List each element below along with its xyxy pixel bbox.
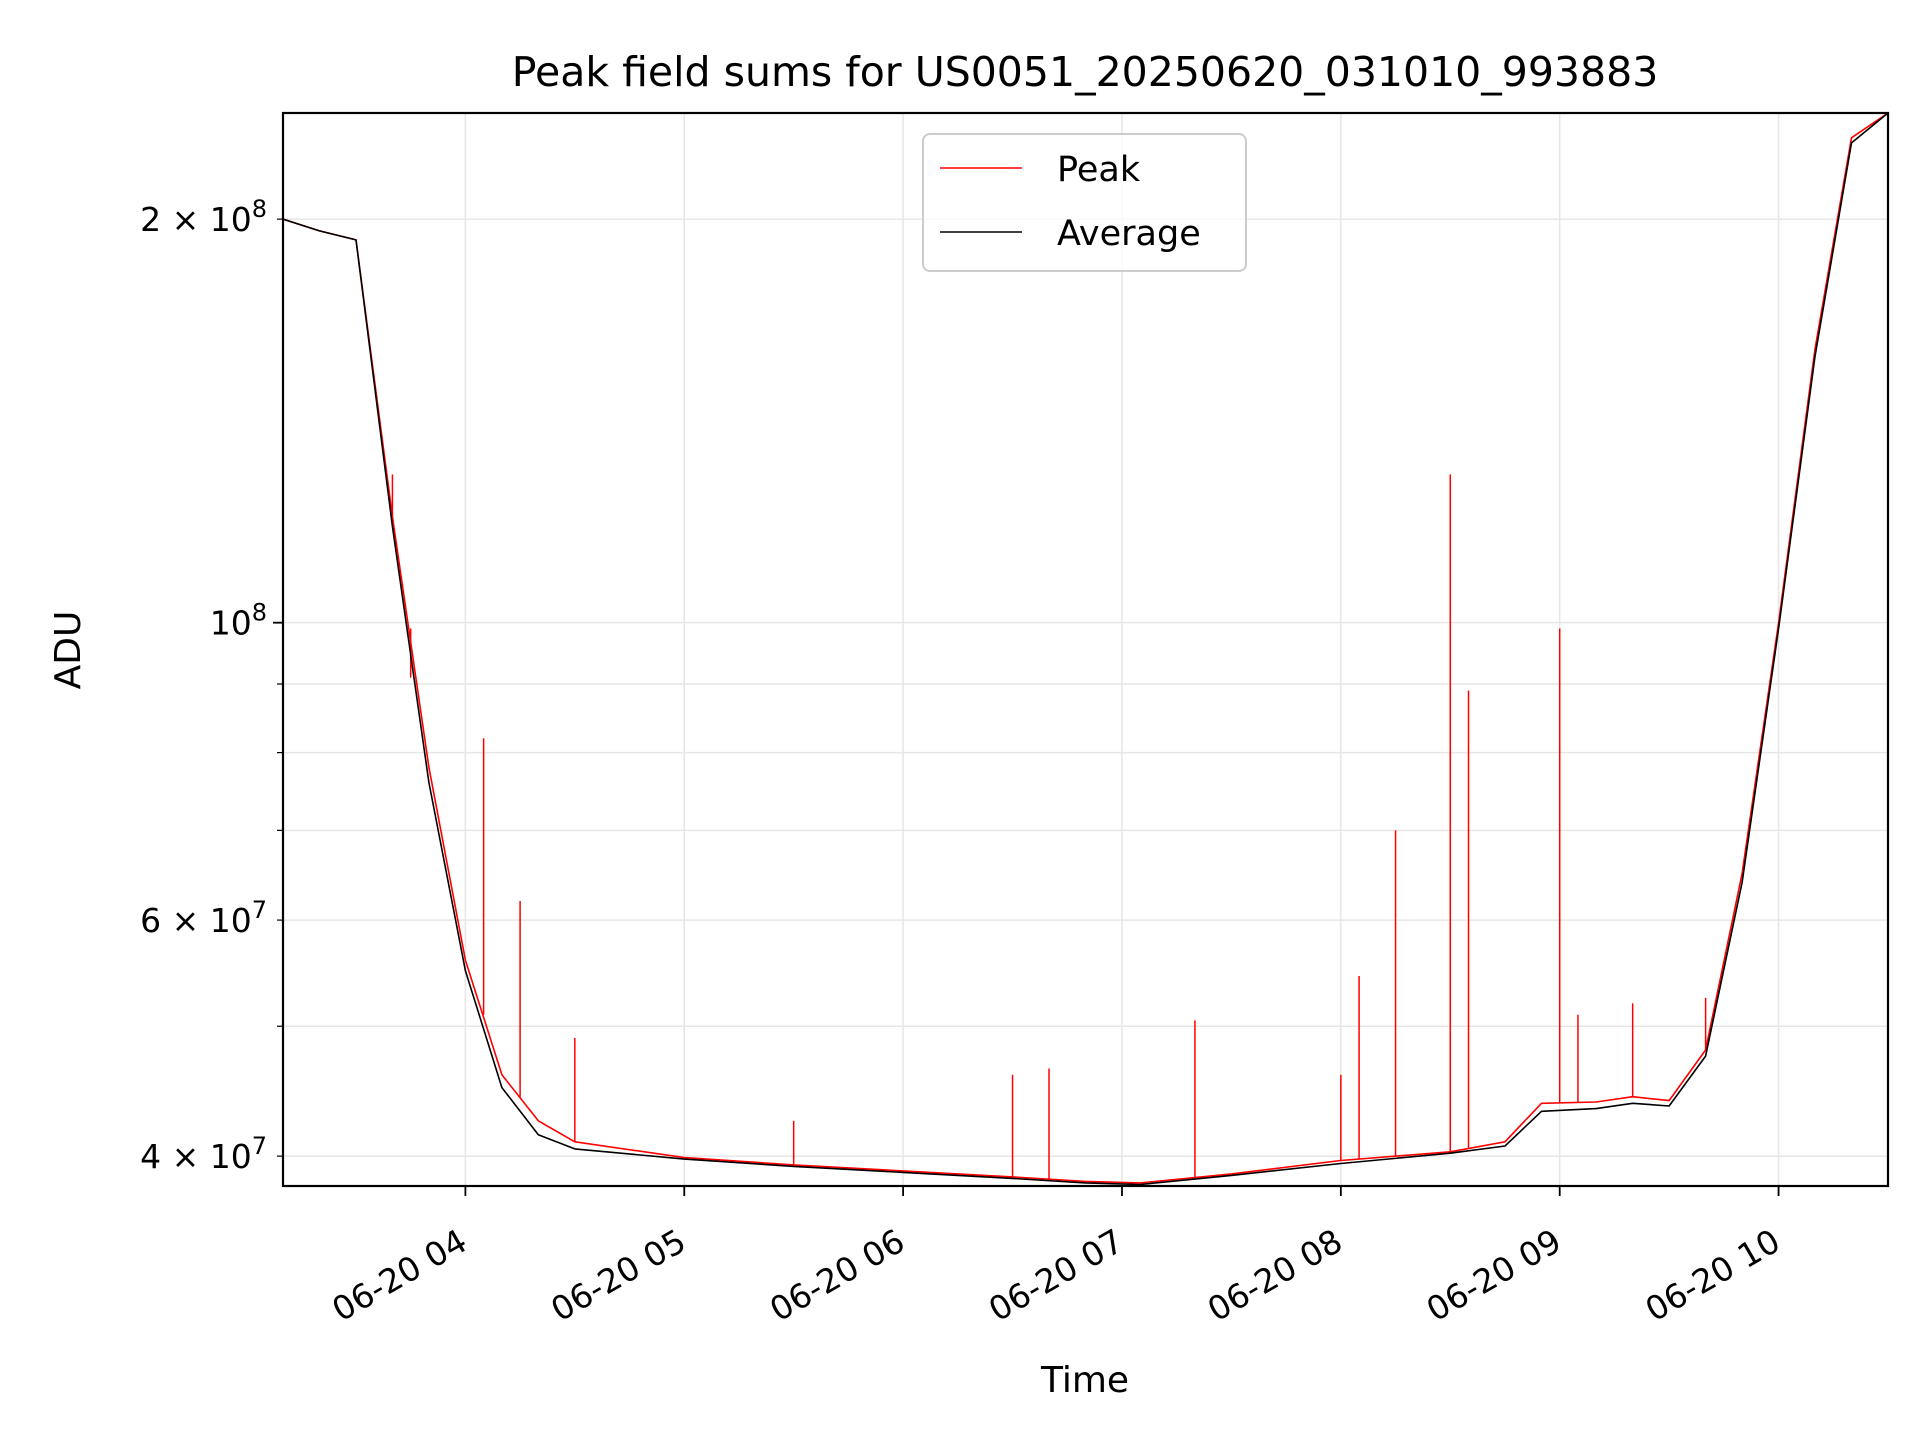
legend-label-peak: Peak xyxy=(1057,150,1141,190)
legend-label-average: Average xyxy=(1057,214,1201,254)
y-tick-label: 2 × 108 xyxy=(140,195,267,239)
chart-title: Peak field sums for US0051_20250620_0310… xyxy=(512,48,1659,96)
legend: Peak Average xyxy=(923,134,1246,271)
y-tick-label: 6 × 107 xyxy=(140,896,267,940)
x-axis-label: Time xyxy=(1040,1360,1129,1401)
y-tick-label: 4 × 107 xyxy=(140,1132,267,1176)
y-axis-label: ADU xyxy=(48,611,89,690)
